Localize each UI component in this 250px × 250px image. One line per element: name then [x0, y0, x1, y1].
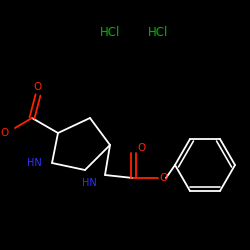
Text: HN: HN — [27, 158, 42, 168]
Text: HCl: HCl — [148, 26, 168, 38]
Text: O: O — [137, 143, 145, 153]
Text: O: O — [159, 173, 167, 183]
Text: O: O — [34, 82, 42, 92]
Text: HCl: HCl — [100, 26, 120, 38]
Text: HN: HN — [82, 178, 97, 188]
Text: O: O — [1, 128, 9, 138]
